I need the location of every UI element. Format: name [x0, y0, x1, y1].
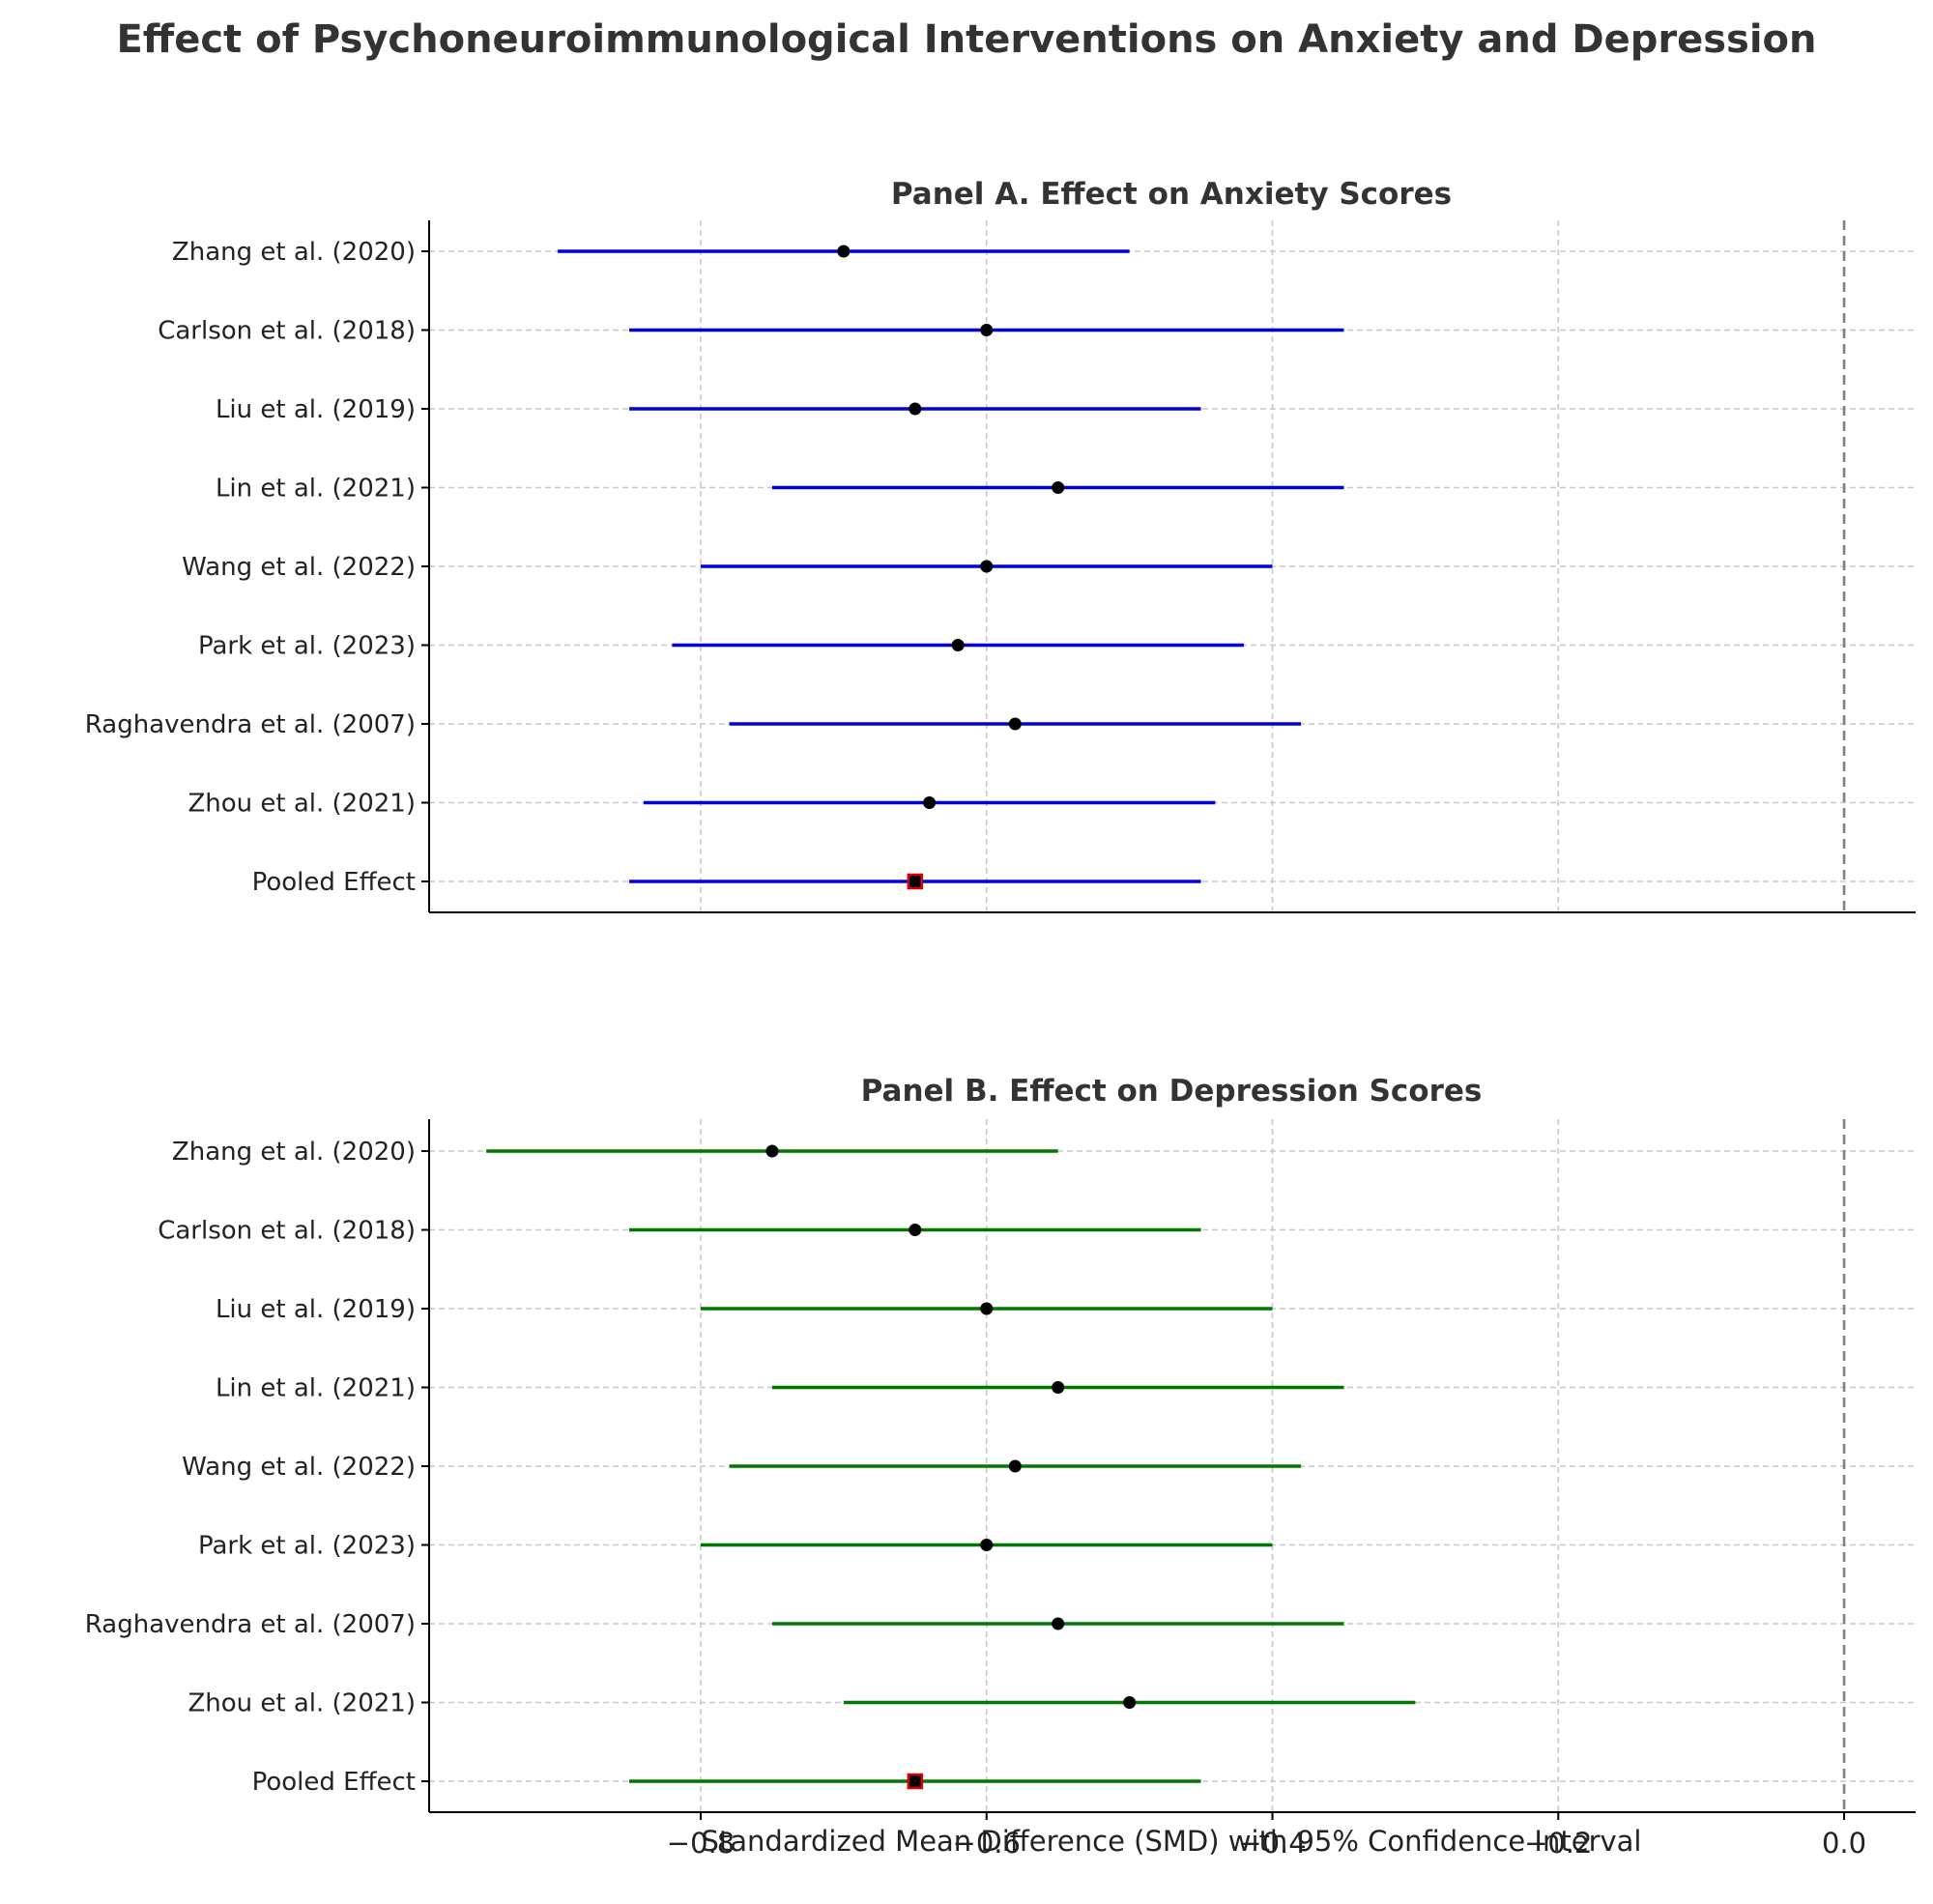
study-label: Zhang et al. (2020) [172, 238, 416, 267]
study-label: Wang et al. (2022) [182, 1453, 416, 1482]
effect-size-point [1123, 1696, 1137, 1709]
x-axis-label: Standardized Mean Difference (SMD) with … [702, 1825, 1642, 1858]
x-tick-label: 0.0 [1822, 1827, 1866, 1860]
effect-size-point [923, 796, 937, 809]
effect-size-point [980, 1539, 994, 1551]
effect-size-point [765, 1144, 779, 1158]
effect-size-point [951, 639, 965, 651]
panel-a-title: Panel A. Effect on Anxiety Scores [891, 177, 1452, 212]
effect-size-point [980, 560, 994, 573]
panel-a-anxiety: Panel A. Effect on Anxiety Scores Zhang … [85, 177, 1916, 913]
study-label: Zhou et al. (2021) [188, 1689, 416, 1718]
pooled-effect-marker [907, 1773, 924, 1790]
study-label: Park et al. (2023) [198, 1532, 416, 1561]
effect-size-point [1008, 717, 1022, 731]
x-tick-label: −0.6 [953, 1827, 1021, 1860]
study-label: Carlson et al. (2018) [158, 1217, 416, 1246]
pooled-effect-marker [907, 873, 924, 890]
x-tick-label: −0.8 [667, 1827, 735, 1860]
study-label: Zhang et al. (2020) [172, 1138, 416, 1167]
study-label: Wang et al. (2022) [182, 553, 416, 582]
effect-size-point [909, 1224, 922, 1236]
study-label: Pooled Effect [252, 868, 416, 897]
effect-size-point [1008, 1459, 1022, 1473]
study-label: Pooled Effect [252, 1768, 416, 1797]
study-label: Lin et al. (2021) [216, 1374, 416, 1403]
study-label: Raghavendra et al. (2007) [85, 1610, 416, 1639]
figure-title: Effect of Psychoneuroimmunological Inter… [116, 17, 1816, 62]
study-label: Carlson et al. (2018) [158, 317, 416, 346]
study-label: Lin et al. (2021) [216, 475, 416, 504]
effect-size-point [980, 324, 994, 336]
x-tick-label: −0.4 [1238, 1827, 1306, 1860]
panel-b-depression: Panel B. Effect on Depression Scores Zha… [85, 1074, 1916, 1860]
effect-size-point [837, 245, 851, 258]
study-label: Park et al. (2023) [198, 632, 416, 661]
study-label: Zhou et al. (2021) [188, 790, 416, 819]
study-label: Raghavendra et al. (2007) [85, 710, 416, 739]
effect-size-point [1052, 1381, 1065, 1394]
effect-size-point [1052, 1617, 1065, 1630]
study-label: Liu et al. (2019) [216, 1295, 416, 1324]
x-tick-label: −0.2 [1524, 1827, 1592, 1860]
panel-b-title: Panel B. Effect on Depression Scores [861, 1074, 1483, 1109]
effect-size-point [909, 402, 922, 416]
effect-size-point [1052, 481, 1065, 494]
study-label: Liu et al. (2019) [216, 395, 416, 424]
effect-size-point [980, 1302, 994, 1315]
